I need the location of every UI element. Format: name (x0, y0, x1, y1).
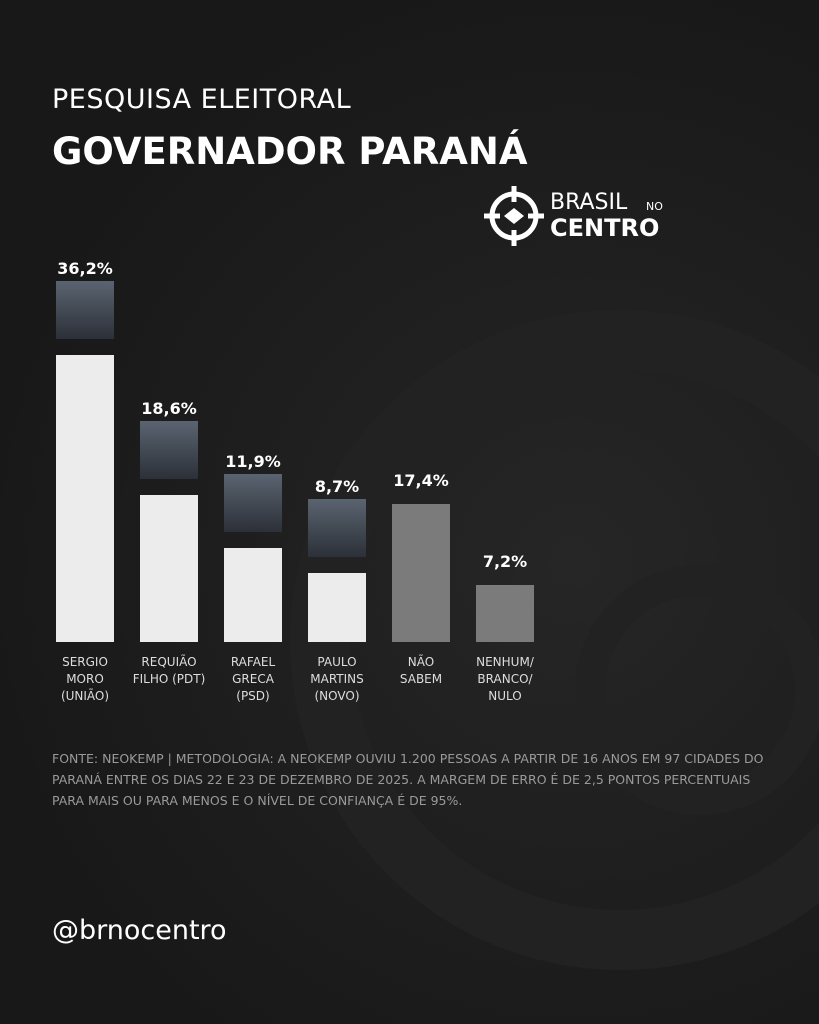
bar (140, 494, 198, 642)
bar (392, 504, 450, 642)
bar (308, 573, 366, 642)
logo-centro: CENTRO (550, 214, 660, 242)
value-label: 11,9% (225, 451, 281, 471)
subtitle: PESQUISA ELEITORAL (52, 84, 352, 115)
category-label: PAULO MARTINS (NOVO) (310, 655, 364, 703)
category-label: SERGIO MORO (UNIÃO) (60, 655, 110, 703)
source-note: FONTE: NEOKEMP | METODOLOGIA: A NEOKEMP … (52, 751, 764, 808)
value-label: 7,2% (482, 551, 528, 571)
category-label: REQUIÃO FILHO (PDT) (132, 655, 206, 686)
value-label: 17,4% (393, 471, 449, 491)
bar (224, 547, 282, 642)
bar (56, 354, 114, 642)
category-label: RAFAEL GRECA (PSD) (230, 655, 276, 703)
candidate-photo (56, 280, 114, 339)
logo-no: NO (646, 200, 663, 213)
value-label: 8,7% (314, 477, 360, 496)
bar (476, 584, 534, 642)
value-label: 36,2% (57, 258, 113, 278)
candidate-photo (308, 499, 366, 557)
handle: @brnocentro (52, 915, 227, 946)
candidate-photo (224, 473, 282, 532)
candidate-photo (140, 420, 198, 479)
logo: BRASIL NO CENTRO (484, 186, 684, 246)
category-label: NÃO SABEM (399, 655, 443, 686)
logo-brasil: BRASIL (550, 190, 628, 215)
value-label: 18,6% (141, 398, 197, 418)
logo-icon (484, 186, 544, 246)
title: GOVERNADOR PARANÁ (52, 130, 528, 173)
category-label: NENHUM/ BRANCO/ NULO (476, 655, 534, 703)
